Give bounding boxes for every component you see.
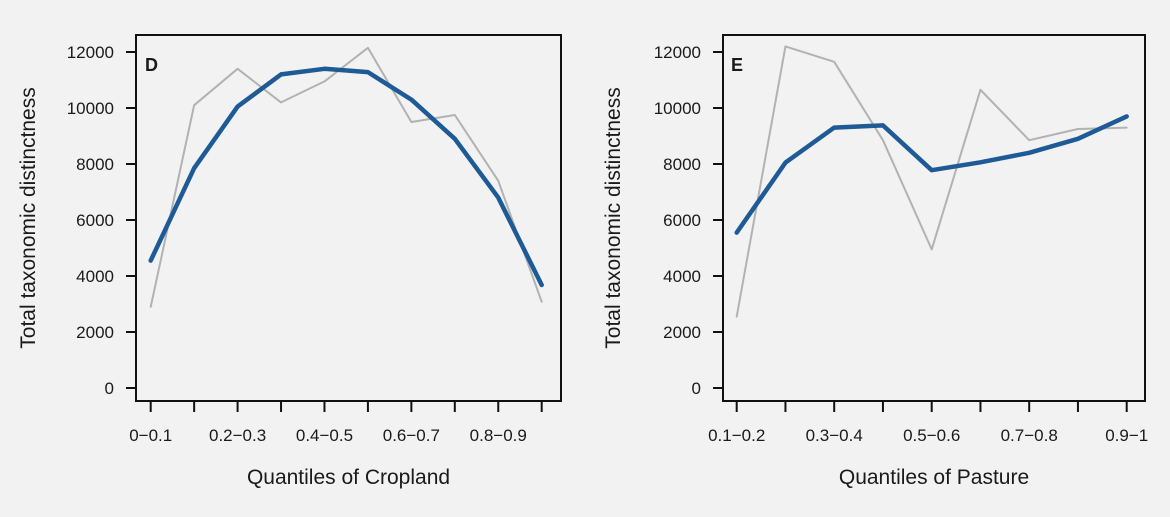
y-axis-title: Total taxonomic distinctness [17,87,40,349]
pasture-plot: 0 2000 4000 6000 8000 10000 12000 0.1−0.2 0.3−0.… [654,34,1148,445]
x-tick-label: 0−0.1 [129,426,172,445]
plot-box [135,34,562,402]
x-axis-title: Quantiles of Cropland [246,466,451,489]
series-line-observed [735,45,1128,318]
y-tick-label: 6000 [663,211,701,230]
y-tick-label: 6000 [76,211,114,230]
y-tick-label: 12000 [67,43,114,62]
y-tick-label: 10000 [654,99,701,118]
plot-box [722,34,1146,402]
y-tick-label: 4000 [663,267,701,286]
y-tick-label: 0 [692,379,701,398]
x-tick-label: 0.8−0.9 [470,426,527,445]
panel-letter: E [731,55,744,75]
y-tick-label: 8000 [76,155,114,174]
x-tick-label: 0.2−0.3 [209,426,266,445]
y-tick-label: 2000 [76,323,114,342]
x-tick-label: 0.9−1 [1105,426,1148,445]
y-tick-label: 10000 [67,99,114,118]
series-line-observed [149,46,543,308]
y-tick-label: 12000 [654,43,701,62]
x-axis-title: Quantiles of Pasture [838,466,1030,489]
panel-letter: D [145,55,158,75]
x-tick-label: 0.4−0.5 [296,426,353,445]
x-tick-label: 0.5−0.6 [903,426,960,445]
y-tick-label: 8000 [663,155,701,174]
x-tick-label: 0.1−0.2 [708,426,765,445]
y-tick-label: 2000 [663,323,701,342]
x-tick-label: 0.7−0.8 [1001,426,1058,445]
y-tick-label: 4000 [76,267,114,286]
series-line-smoothed [734,114,1129,235]
chart-panel-pasture: 0 2000 4000 6000 8000 10000 12000 0.1−0.2 0.3−0.… [585,0,1170,517]
x-tick-label: 0.6−0.7 [383,426,440,445]
y-tick-label: 0 [105,379,114,398]
cropland-plot: 0 2000 4000 6000 8000 10000 12000 0−0.1 0.2−0.3 0… [67,34,562,445]
series-line-smoothed [148,66,544,288]
y-axis-title: Total taxonomic distinctness [602,87,625,349]
chart-panel-cropland: 0 2000 4000 6000 8000 10000 12000 0−0.1 0.2−0.3 0… [17,34,562,489]
x-tick-label: 0.3−0.4 [806,426,863,445]
